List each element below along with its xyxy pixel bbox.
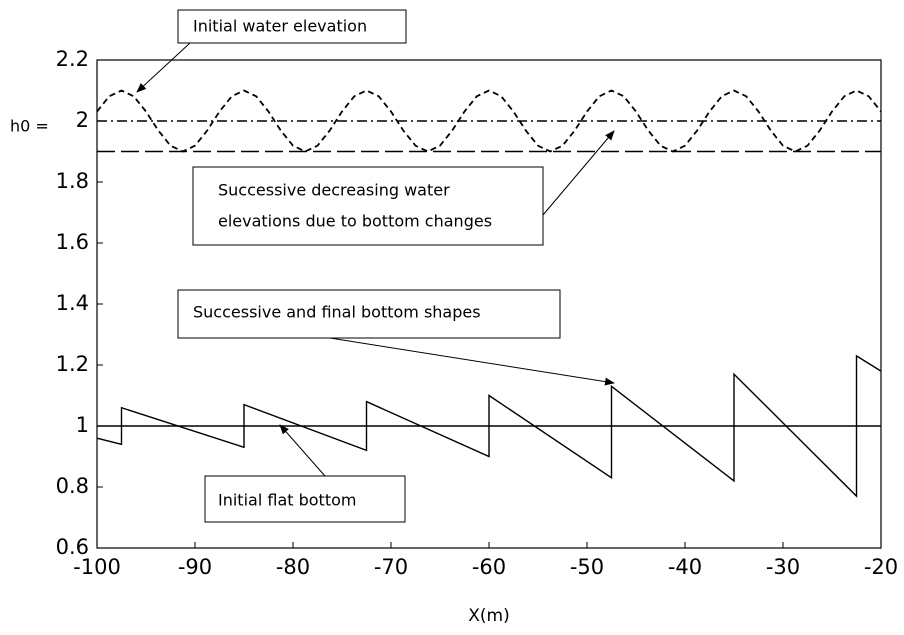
series-line	[96, 354, 882, 498]
annotation: Successive and final bottom shapes	[177, 289, 615, 386]
y-tick-label: 1.8	[56, 169, 89, 193]
arrow	[542, 130, 615, 216]
annotation-text: Initial water elevation	[193, 17, 367, 36]
annotation-text: elevations due to bottom changes	[218, 212, 492, 231]
y-tick-label: 1	[76, 413, 89, 437]
x-tick-label: -70	[374, 555, 408, 579]
arrow	[136, 42, 191, 93]
y-tick-label: 0.6	[56, 535, 89, 559]
annotation-text: Successive and final bottom shapes	[193, 303, 481, 322]
y-tick-label: 0.8	[56, 474, 89, 498]
annotation-box	[192, 166, 544, 246]
y-tick-label: 1.2	[56, 352, 89, 376]
x-tick-label: -40	[668, 555, 702, 579]
x-tick-label: -20	[864, 555, 898, 579]
arrow	[329, 337, 615, 386]
x-tick-label: -30	[766, 555, 800, 579]
annotation-box	[177, 9, 407, 44]
x-tick-label: -90	[178, 555, 212, 579]
x-tick-label: -60	[472, 555, 506, 579]
annotation: Initial flat bottom	[204, 424, 406, 523]
annotation-box	[204, 475, 406, 523]
annotation-text: Initial flat bottom	[218, 491, 356, 510]
h0-label: h0 =	[10, 117, 49, 136]
x-tick-label: -100	[73, 555, 121, 579]
arrow	[279, 424, 326, 477]
annotation: Successive decreasing water elevations d…	[192, 130, 615, 246]
x-axis-label: X(m)	[468, 606, 509, 626]
annotation: Initial water elevation	[136, 9, 407, 93]
annotation-text: Successive decreasing water	[218, 181, 450, 200]
series-line	[96, 89, 882, 153]
y-tick-label: 1.6	[56, 230, 89, 254]
y-tick-label: 2	[76, 108, 89, 132]
annotation-box	[177, 289, 561, 339]
x-tick-label: -80	[276, 555, 310, 579]
y-tick-label: 2.2	[56, 47, 89, 71]
x-tick-label: -50	[570, 555, 604, 579]
y-tick-label: 1.4	[56, 291, 89, 315]
